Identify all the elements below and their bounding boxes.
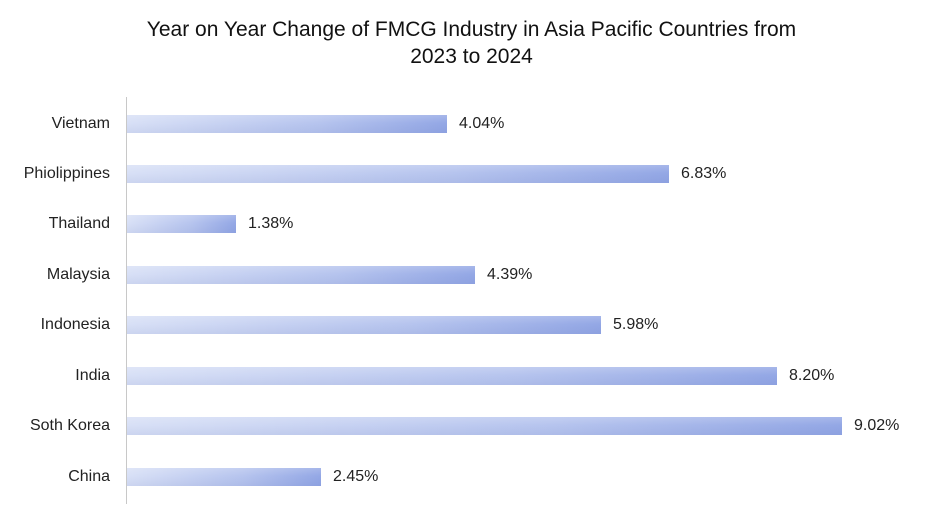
bar — [127, 316, 601, 334]
category-label: Phiolippines — [23, 165, 110, 182]
bar-row: Soth Korea 9.02% — [0, 416, 943, 436]
category-label: India — [75, 367, 110, 384]
data-label: 2.45% — [333, 468, 379, 485]
category-label: Indonesia — [40, 316, 110, 333]
chart-title-line-1: Year on Year Change of FMCG Industry in … — [146, 18, 797, 41]
bar-row: Phiolippines 6.83% — [0, 164, 943, 184]
category-label: Thailand — [48, 215, 110, 232]
bar — [127, 215, 236, 233]
bar — [127, 367, 777, 385]
data-label: 4.04% — [459, 115, 505, 132]
bar-row: Malaysia 4.39% — [0, 265, 943, 285]
data-label: 4.39% — [487, 266, 533, 283]
data-label: 8.20% — [789, 367, 835, 384]
bar-row: China 2.45% — [0, 467, 943, 487]
bar-row: Thailand 1.38% — [0, 214, 943, 234]
chart-title: Year on Year Change of FMCG Industry in … — [0, 16, 943, 70]
bar-row: Indonesia 5.98% — [0, 315, 943, 335]
y-axis-line — [126, 97, 127, 504]
bar — [127, 165, 669, 183]
data-label: 1.38% — [248, 215, 294, 232]
bar-row: India 8.20% — [0, 366, 943, 386]
data-label: 9.02% — [854, 417, 900, 434]
bar — [127, 468, 321, 486]
bar — [127, 266, 475, 284]
category-label: China — [68, 468, 110, 485]
data-label: 5.98% — [613, 316, 659, 333]
data-label: 6.83% — [681, 165, 727, 182]
chart-title-line-2: 2023 to 2024 — [410, 45, 533, 68]
category-label: Soth Korea — [29, 417, 110, 434]
category-label: Malaysia — [46, 266, 110, 283]
bar-row: Vietnam 4.04% — [0, 114, 943, 134]
bar — [127, 115, 447, 133]
category-label: Vietnam — [51, 115, 110, 132]
bar — [127, 417, 842, 435]
